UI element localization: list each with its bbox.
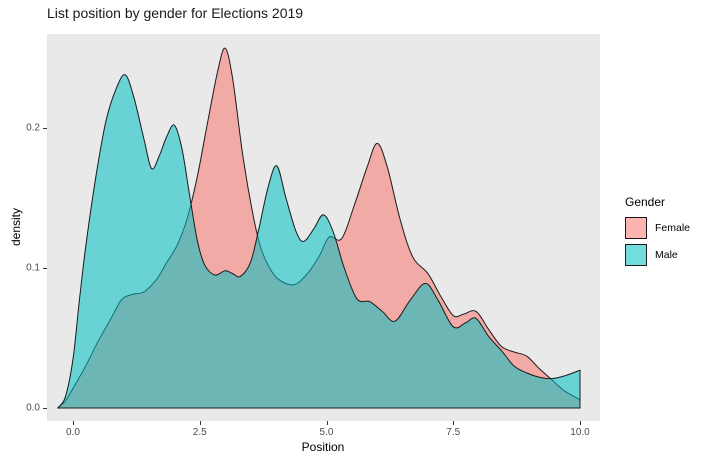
- y-tick-label: 0.1: [26, 262, 40, 274]
- plot-panel: [47, 34, 600, 421]
- x-tick-label: 10.0: [570, 427, 590, 438]
- x-tick-label: 0.0: [66, 427, 80, 438]
- y-axis-title: density: [9, 207, 23, 247]
- x-tick-label: 5.0: [319, 427, 334, 438]
- legend: Gender Female Male: [625, 195, 710, 271]
- legend-label-male: Male: [655, 249, 678, 261]
- legend-entry-female: Female: [625, 217, 710, 239]
- legend-label-female: Female: [655, 222, 691, 234]
- y-tick-label: 0.0: [26, 402, 40, 414]
- density-curves: [57, 47, 581, 409]
- y-tick-label: 0.2: [26, 122, 40, 134]
- density-area-male: [57, 74, 581, 409]
- male-swatch-icon: [625, 244, 647, 266]
- y-tick-mark: [43, 408, 47, 409]
- x-tick-mark: [199, 421, 201, 425]
- chart-title: List position by gender for Elections 20…: [47, 5, 304, 21]
- x-tick-label: 7.5: [446, 427, 461, 438]
- y-tick-mark: [43, 268, 47, 269]
- legend-title: Gender: [625, 195, 666, 209]
- x-tick-mark: [453, 421, 455, 425]
- x-axis-title: Position: [301, 440, 345, 454]
- x-tick-mark: [73, 421, 74, 425]
- x-tick-mark: [326, 421, 328, 425]
- y-tick-mark: [43, 128, 47, 129]
- x-tick-mark: [580, 421, 581, 425]
- female-swatch-icon: [625, 217, 647, 239]
- x-tick-label: 2.5: [192, 427, 207, 438]
- legend-entry-male: Male: [625, 244, 710, 266]
